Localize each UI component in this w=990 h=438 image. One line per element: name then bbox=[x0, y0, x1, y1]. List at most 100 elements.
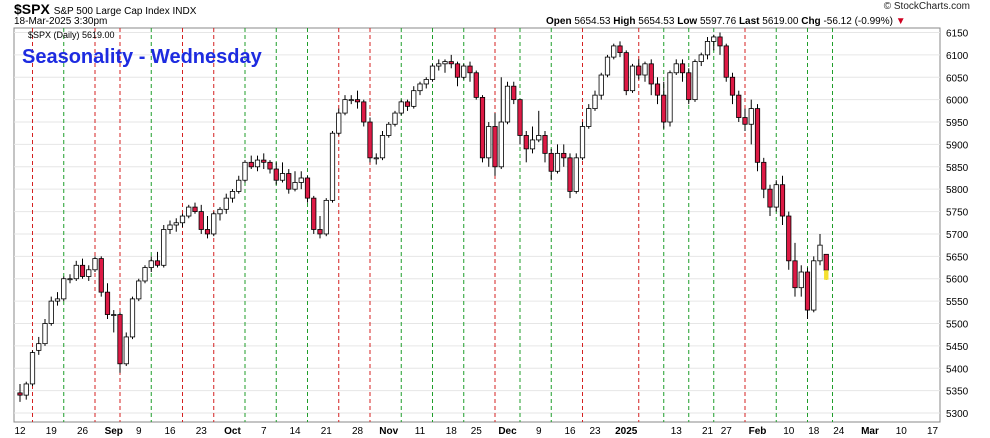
candle bbox=[236, 179, 242, 192]
y-tick-label: 5550 bbox=[946, 297, 969, 308]
candle bbox=[811, 260, 817, 311]
candle bbox=[317, 229, 323, 235]
candle bbox=[273, 168, 279, 181]
candle bbox=[736, 94, 742, 118]
x-tick-label: 23 bbox=[589, 426, 601, 437]
candle bbox=[554, 152, 561, 172]
candle bbox=[286, 173, 292, 190]
candle bbox=[173, 222, 179, 226]
candle bbox=[786, 215, 792, 262]
x-tick-label: 27 bbox=[721, 426, 733, 437]
x-tick-label: 11 bbox=[415, 426, 426, 437]
x-tick-label: 18 bbox=[808, 426, 820, 437]
x-tick-label: 23 bbox=[196, 426, 208, 437]
x-tick-label: 26 bbox=[77, 426, 89, 437]
candle bbox=[111, 314, 117, 316]
candle bbox=[673, 63, 679, 74]
x-tick-label: 14 bbox=[289, 426, 301, 437]
y-tick-label: 5350 bbox=[946, 387, 969, 398]
candle bbox=[298, 177, 304, 183]
x-tick-label: 9 bbox=[536, 426, 542, 437]
candle bbox=[267, 161, 273, 170]
candle bbox=[448, 61, 454, 65]
y-tick-label: 5800 bbox=[946, 185, 969, 196]
candle bbox=[342, 99, 348, 114]
candle bbox=[186, 206, 192, 217]
candle bbox=[817, 244, 823, 262]
chart-legend: $SPX (Daily) 5619.00 bbox=[28, 30, 115, 40]
candle bbox=[23, 383, 29, 396]
candle bbox=[679, 63, 686, 74]
candle bbox=[217, 208, 223, 215]
candle bbox=[654, 83, 661, 96]
candle bbox=[336, 112, 342, 134]
x-tick-label: 21 bbox=[321, 426, 333, 437]
candle bbox=[404, 101, 411, 107]
x-tick-label: 19 bbox=[46, 426, 58, 437]
candle bbox=[98, 258, 104, 293]
candle bbox=[442, 61, 448, 65]
ohlc-readout: Open 5654.53 High 5654.53 Low 5597.76 La… bbox=[546, 16, 906, 27]
candle bbox=[436, 63, 442, 67]
chart-title: Seasonality - Wednesday bbox=[22, 46, 262, 68]
candle bbox=[773, 184, 779, 208]
candle bbox=[598, 74, 604, 96]
candle bbox=[373, 157, 379, 160]
candle bbox=[573, 157, 579, 192]
candle bbox=[561, 152, 567, 159]
candle bbox=[498, 121, 504, 168]
candle bbox=[17, 392, 23, 396]
candle bbox=[386, 123, 392, 136]
candle bbox=[204, 229, 211, 235]
candle bbox=[692, 61, 698, 101]
candle bbox=[804, 271, 811, 311]
candle bbox=[729, 76, 736, 96]
candle bbox=[142, 267, 148, 282]
y-tick-label: 5300 bbox=[946, 409, 969, 420]
candle bbox=[54, 298, 61, 302]
candle bbox=[517, 99, 523, 136]
x-tick-label: 28 bbox=[352, 426, 364, 437]
candle bbox=[504, 85, 511, 123]
candle bbox=[761, 161, 767, 190]
candle bbox=[348, 99, 354, 102]
candle bbox=[548, 152, 554, 172]
x-tick-label: 21 bbox=[702, 426, 714, 437]
candle bbox=[698, 54, 704, 62]
candle bbox=[636, 65, 642, 76]
candle bbox=[611, 45, 617, 58]
y-tick-label: 5500 bbox=[946, 320, 969, 331]
y-tick-label: 5400 bbox=[946, 364, 969, 375]
x-tick-label: Nov bbox=[379, 426, 398, 437]
candle bbox=[486, 126, 492, 159]
candle bbox=[648, 63, 654, 85]
candle bbox=[229, 191, 236, 199]
x-tick-label: Feb bbox=[749, 426, 767, 437]
candle bbox=[392, 112, 398, 125]
candle bbox=[148, 260, 154, 268]
candle bbox=[361, 101, 367, 123]
x-tick-label: 24 bbox=[833, 426, 845, 437]
candle bbox=[211, 213, 217, 235]
y-tick-label: 5450 bbox=[946, 342, 969, 353]
candle bbox=[667, 72, 673, 123]
candle bbox=[604, 56, 611, 76]
candle bbox=[254, 159, 261, 168]
candle bbox=[292, 182, 298, 190]
candle bbox=[423, 79, 429, 85]
x-tick-label: 10 bbox=[896, 426, 908, 437]
y-axis-labels: 5300 5350 5400 5450 5500 5550 5600 5650 5700 5750… bbox=[946, 28, 969, 420]
candle bbox=[42, 323, 48, 345]
candle bbox=[742, 117, 748, 125]
candle bbox=[767, 188, 773, 208]
candle bbox=[623, 52, 629, 92]
candle bbox=[136, 280, 142, 300]
candle bbox=[523, 135, 529, 150]
candle bbox=[536, 135, 542, 141]
candles bbox=[17, 32, 829, 402]
candle bbox=[279, 173, 286, 181]
y-tick-label: 6000 bbox=[946, 96, 969, 107]
candle bbox=[311, 197, 317, 230]
x-tick-label: 18 bbox=[446, 426, 458, 437]
